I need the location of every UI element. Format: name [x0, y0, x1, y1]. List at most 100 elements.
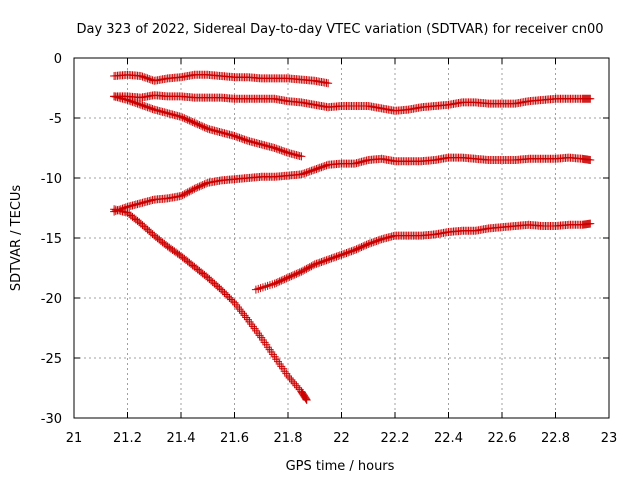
data-point — [297, 267, 306, 276]
data-point — [300, 265, 309, 274]
data-point — [146, 75, 155, 84]
data-point — [362, 240, 371, 249]
data-point — [309, 166, 318, 175]
data-point — [125, 96, 134, 105]
x-tick-label: 21.8 — [274, 431, 303, 446]
data-point — [185, 116, 194, 125]
data-point — [354, 244, 363, 253]
data-point — [138, 101, 147, 110]
axis-ticks: 21 21.2 21.4 21.6 21.8 22 22.2 22.4 22.6 22.8 23 0 -… — [41, 52, 618, 446]
data-point — [317, 258, 326, 266]
y-tick-label: -10 — [41, 172, 62, 187]
data-point — [243, 315, 252, 324]
data-point — [131, 99, 140, 107]
data-point — [320, 162, 329, 170]
data-point — [273, 278, 282, 287]
data-point — [319, 162, 328, 171]
data-point — [218, 287, 227, 296]
x-tick-label: 22.8 — [541, 431, 570, 446]
data-point — [375, 235, 384, 244]
data-point — [242, 136, 251, 145]
data-point — [320, 256, 329, 265]
data-point — [330, 253, 339, 262]
x-tick-label: 22.6 — [488, 431, 517, 446]
data-point — [237, 134, 246, 143]
data-point — [185, 187, 194, 196]
data-point — [309, 261, 318, 270]
data-point — [345, 247, 354, 256]
x-tick-label: 21 — [66, 431, 83, 446]
data-point — [335, 251, 344, 260]
data-point — [193, 120, 202, 129]
data-point — [586, 94, 595, 103]
data-point — [355, 243, 364, 252]
series-track-5 — [110, 205, 311, 404]
data-point — [270, 279, 279, 288]
series-track-6 — [251, 219, 595, 294]
data-point — [202, 124, 211, 133]
data-point — [190, 118, 199, 127]
data-point — [374, 236, 383, 245]
data-point — [123, 96, 132, 104]
data-point — [177, 112, 185, 121]
y-tick-label: -20 — [41, 292, 62, 307]
data-point — [178, 113, 187, 122]
data-point — [315, 258, 324, 267]
data-point — [302, 168, 311, 177]
y-tick-label: -5 — [49, 112, 62, 127]
data-point — [133, 99, 142, 108]
y-tick-label: -30 — [41, 412, 62, 427]
data-point — [310, 165, 319, 174]
data-point — [299, 169, 308, 178]
data-point — [304, 168, 313, 176]
data-point — [301, 393, 310, 402]
data-point — [372, 237, 381, 245]
data-point — [190, 184, 199, 193]
data-point — [365, 239, 374, 248]
x-tick-label: 23 — [601, 431, 618, 446]
data-point — [177, 192, 185, 200]
x-axis-label: GPS time / hours — [286, 459, 395, 474]
data-point — [360, 241, 369, 250]
data-point — [275, 277, 284, 286]
series-track-4 — [110, 153, 595, 216]
data-point — [255, 331, 264, 340]
data-point — [278, 147, 287, 155]
data-point — [304, 264, 313, 272]
data-point — [322, 161, 331, 170]
data-point — [187, 117, 196, 126]
data-point — [312, 165, 321, 173]
y-axis-label: SDTVAR / TECUs — [9, 185, 24, 292]
data-point — [364, 240, 373, 248]
data-point — [270, 144, 279, 152]
data-point — [586, 156, 595, 164]
data-point — [233, 133, 242, 142]
data-point — [295, 268, 304, 277]
chart-title: Day 323 of 2022, Sidereal Day-to-day VTE… — [76, 22, 603, 37]
data-point — [299, 266, 308, 275]
data-point — [238, 309, 247, 318]
data-point — [197, 181, 206, 190]
data-point — [307, 262, 316, 271]
data-point — [280, 147, 289, 156]
data-point — [148, 105, 157, 113]
data-point — [370, 237, 379, 246]
data-point — [200, 123, 209, 132]
data-point — [220, 288, 229, 297]
x-tick-label: 22 — [333, 431, 350, 446]
data-point — [198, 122, 207, 131]
data-point — [183, 188, 192, 197]
data-point — [342, 249, 351, 257]
data-point — [314, 164, 323, 173]
data-point — [277, 146, 286, 155]
data-point — [272, 278, 281, 287]
data-point — [233, 303, 242, 311]
data-point — [277, 276, 286, 285]
x-tick-label: 22.2 — [381, 431, 410, 446]
data-point — [282, 274, 291, 283]
data-point — [146, 104, 155, 113]
data-point — [300, 169, 309, 178]
data-point — [367, 238, 376, 247]
data-point — [141, 73, 150, 82]
series-track-2 — [110, 91, 595, 115]
